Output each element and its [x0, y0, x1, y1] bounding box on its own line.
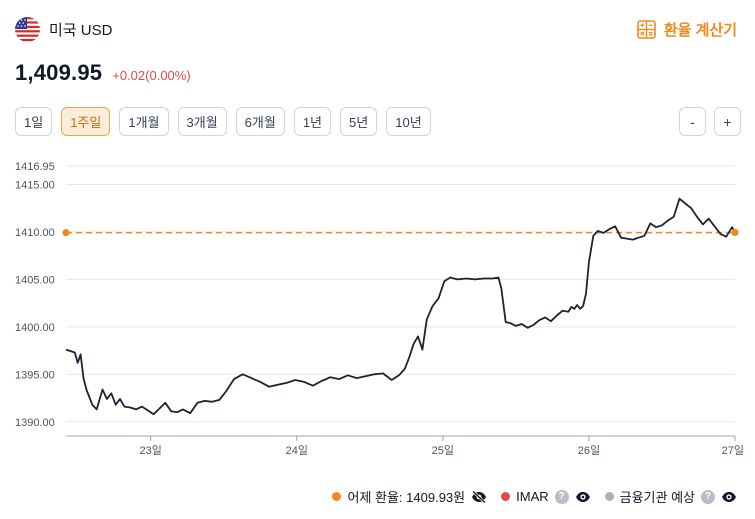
eye-off-icon[interactable]	[471, 490, 487, 503]
usd-rate-series-line	[65, 197, 736, 416]
legend-imar-label: IMAR	[516, 489, 549, 504]
currency-name: 미국 USD	[49, 21, 113, 39]
current-rate-point	[731, 228, 739, 237]
period-tabs: 1일 1주일 1개월 3개월 6개월 1년 5년 10년	[15, 107, 431, 136]
legend-bank: 금융기관 예상 ?	[604, 487, 737, 506]
period-6m-button[interactable]: 6개월	[235, 107, 285, 136]
eye-icon[interactable]	[575, 491, 591, 503]
zoom-in-button[interactable]: +	[714, 107, 741, 136]
current-rate: 1,409.95	[15, 60, 103, 85]
x-tick-label: 26일	[578, 443, 600, 457]
exchange-rate-chart[interactable]: 1390.00 1395.00 1400.00 1405.00 1410.00 1415.…	[0, 150, 755, 465]
yesterday-rate-start-point	[62, 229, 70, 237]
us-flag-icon	[15, 16, 40, 42]
rate-summary: 1,409.95 +0.02(0.00%)	[15, 60, 191, 86]
imar-dot	[501, 492, 511, 501]
yesterday-dot	[332, 492, 342, 501]
help-icon[interactable]: ?	[554, 489, 569, 504]
reference-layer	[62, 229, 735, 237]
y-axis-ticks: 1390.00 1395.00 1400.00 1405.00 1410.00 1415.…	[15, 161, 55, 429]
y-tick-label: 1405.00	[15, 274, 55, 286]
y-tick-label: 1390.00	[15, 417, 55, 429]
legend-imar: IMAR ?	[501, 489, 591, 504]
chart-legend: 어제 환율: 1409.93원 IMAR ? 금융기관 예상 ?	[332, 487, 737, 506]
y-tick-label: 1415.00	[15, 180, 55, 192]
calculator-label: 환율 계산기	[663, 21, 737, 39]
x-tick-label: 24일	[286, 443, 308, 457]
period-3m-button[interactable]: 3개월	[177, 107, 227, 136]
zoom-controls: - +	[679, 107, 741, 136]
help-icon[interactable]: ?	[701, 489, 715, 504]
legend-yesterday: 어제 환율: 1409.93원	[332, 487, 487, 506]
currency-selector[interactable]: 미국 USD	[15, 16, 113, 42]
calculator-button[interactable]: 환율 계산기	[637, 19, 737, 40]
legend-yesterday-label: 어제 환율: 1409.93원	[347, 490, 466, 505]
period-5y-button[interactable]: 5년	[340, 107, 378, 136]
x-tick-label: 25일	[432, 443, 454, 457]
period-1d-button[interactable]: 1일	[15, 107, 53, 136]
rate-change: +0.02(0.00%)	[112, 68, 191, 83]
grid-lines	[66, 165, 735, 423]
series-layer	[65, 197, 739, 416]
header: 미국 USD 환율 계산기	[15, 16, 737, 42]
x-tick-label: 27일	[722, 443, 744, 457]
zoom-out-button[interactable]: -	[679, 107, 706, 136]
legend-bank-label: 금융기관 예상	[619, 490, 695, 505]
eye-icon[interactable]	[721, 491, 737, 503]
y-tick-label: 1400.00	[15, 322, 55, 334]
y-tick-label: 1416.95	[15, 161, 55, 173]
calculator-icon	[637, 19, 656, 39]
x-tick-label: 23일	[140, 443, 162, 457]
x-axis: 23일 24일 25일 26일 27일	[66, 435, 744, 457]
bank-dot	[604, 492, 614, 501]
period-1y-button[interactable]: 1년	[293, 107, 332, 136]
period-10y-button[interactable]: 10년	[386, 107, 431, 136]
y-tick-label: 1410.00	[15, 227, 55, 239]
y-tick-label: 1395.00	[15, 369, 55, 381]
period-1m-button[interactable]: 1개월	[119, 107, 169, 136]
period-1w-button[interactable]: 1주일	[61, 107, 111, 136]
